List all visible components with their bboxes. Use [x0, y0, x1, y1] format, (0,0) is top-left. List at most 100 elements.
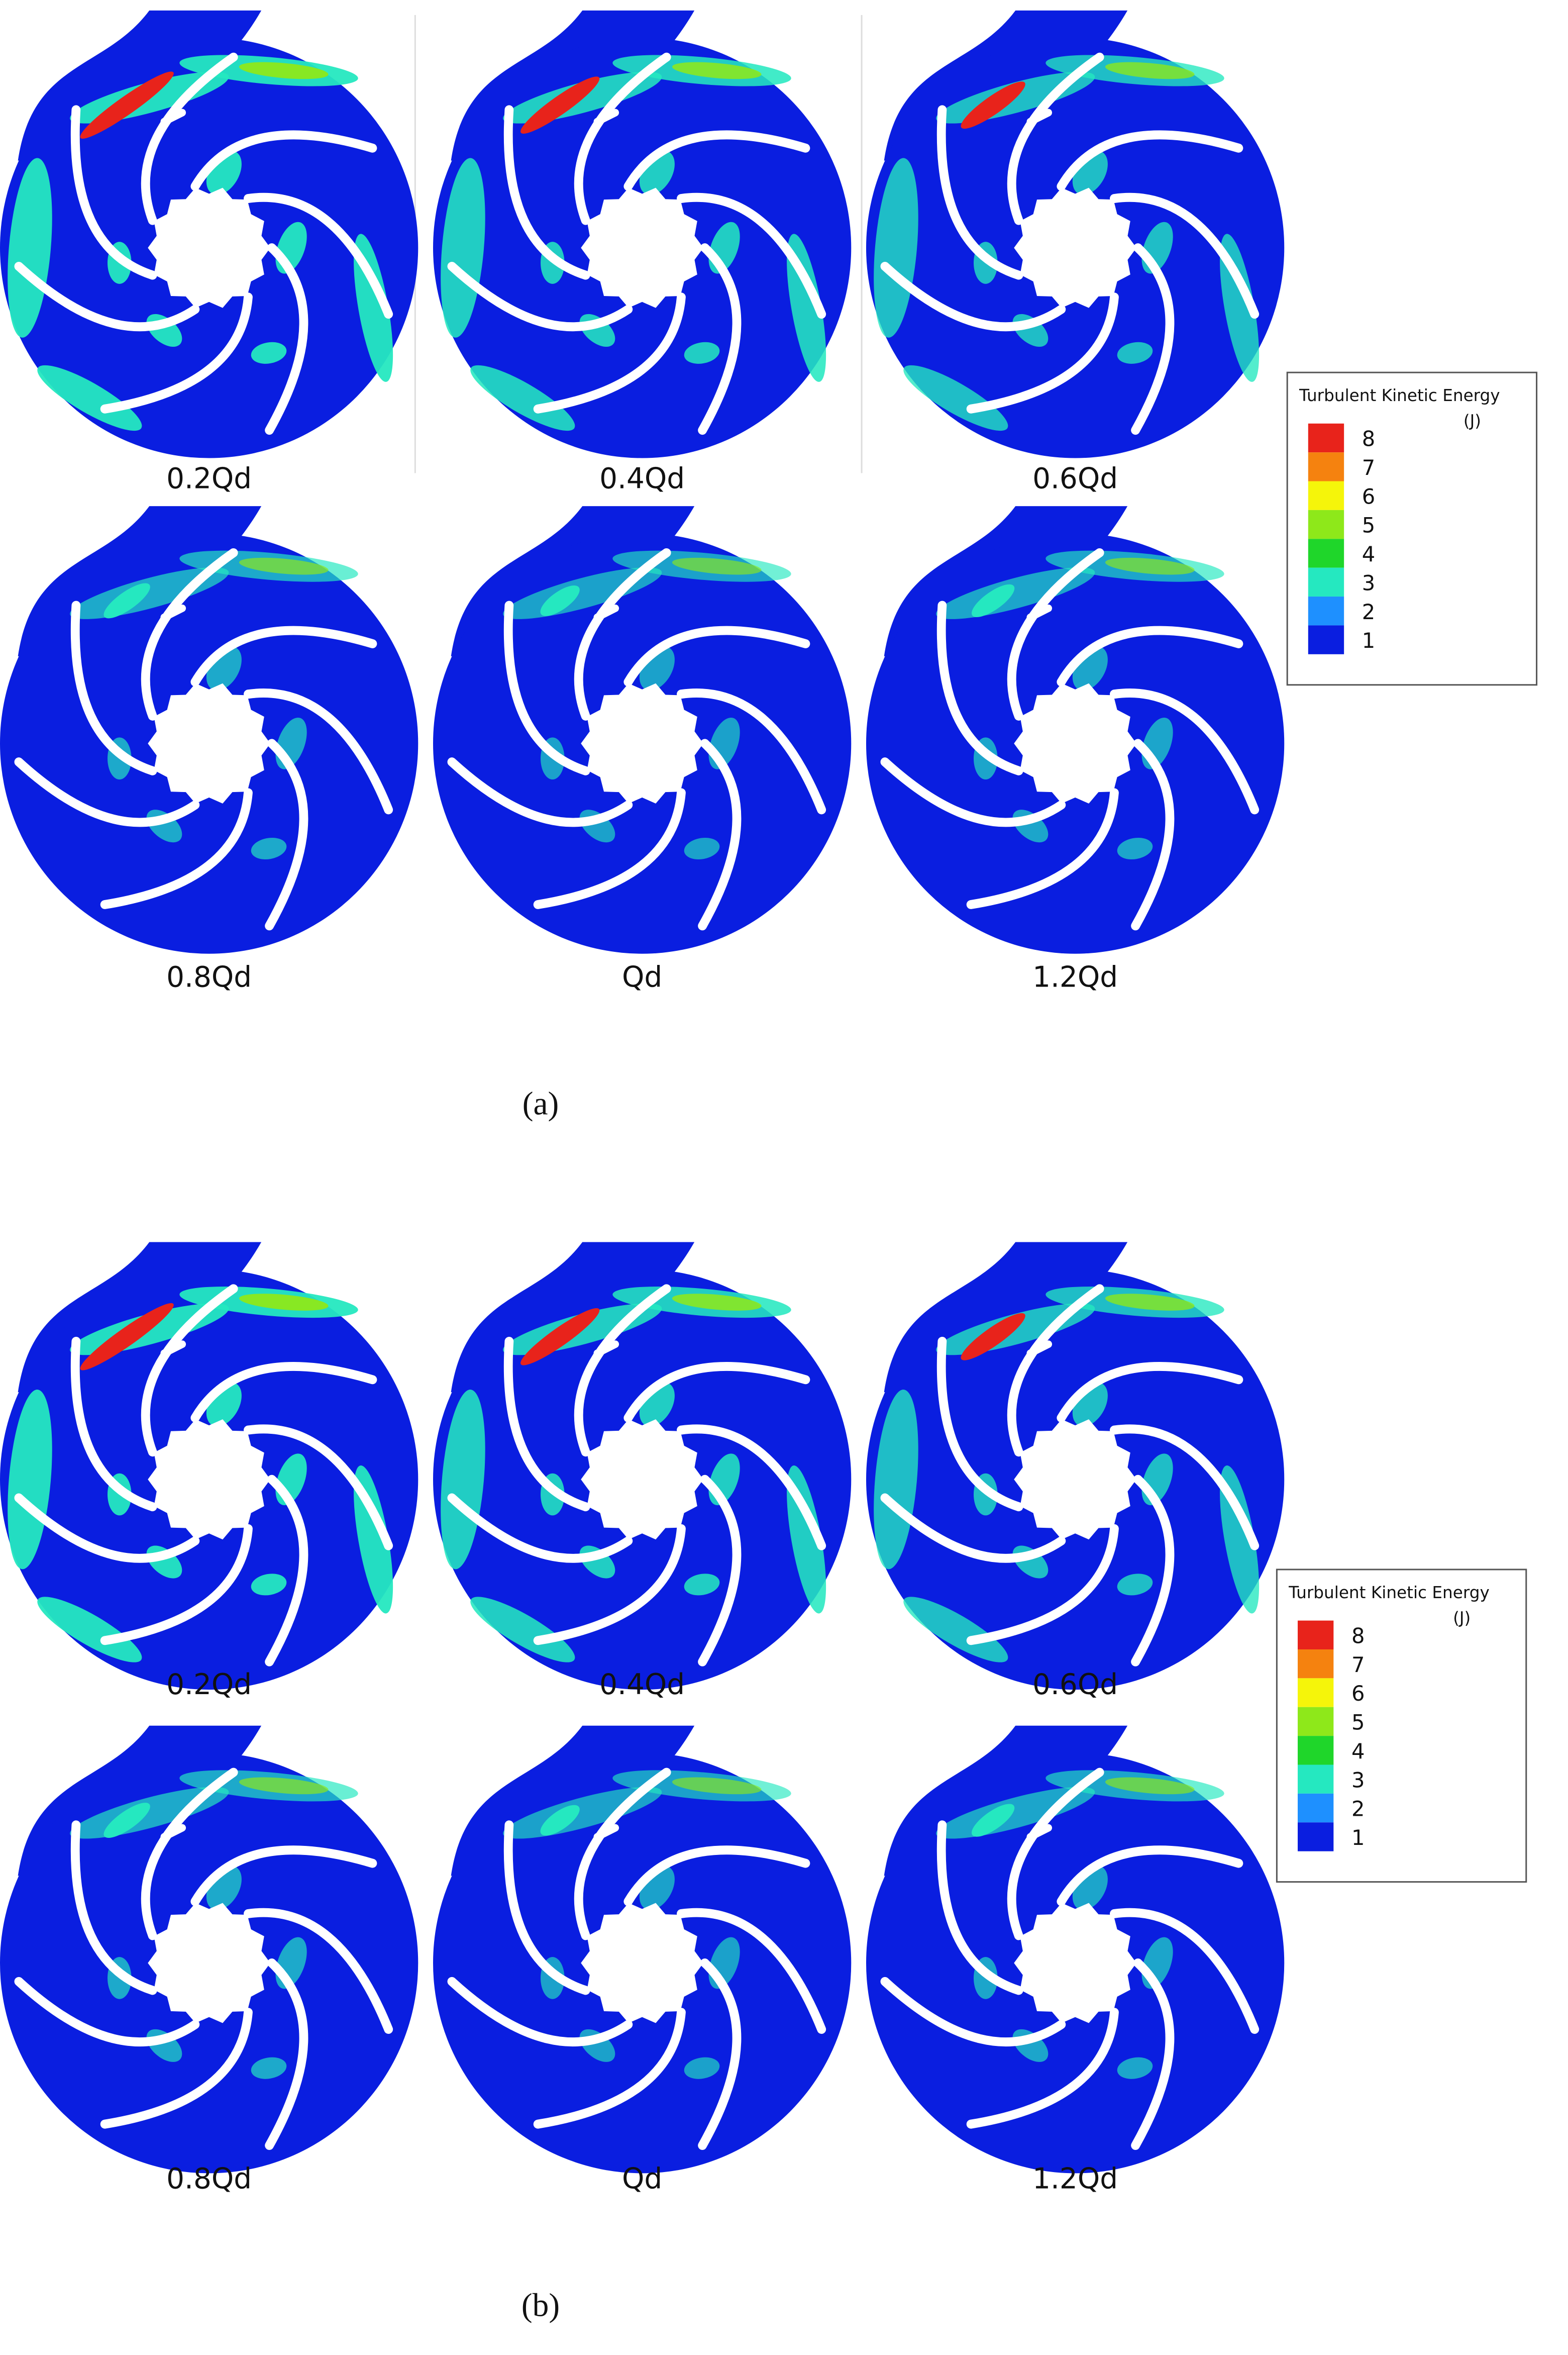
legend-level: 5 [1362, 513, 1375, 538]
tongue [593, 604, 619, 621]
pump-contour [866, 1242, 1285, 1690]
turbulence-region [470, 1597, 575, 1662]
legend-swatch [1297, 1707, 1334, 1736]
hub [581, 187, 703, 308]
turbulence-region [1117, 837, 1153, 860]
turbulence-region [903, 1597, 1008, 1662]
tongue [160, 109, 186, 126]
turbulence-region [684, 2057, 720, 2079]
pump-contour [433, 506, 852, 954]
blade [880, 261, 1066, 332]
blade [623, 130, 810, 191]
blade [533, 788, 686, 909]
turbulence-region [103, 583, 150, 619]
tongue [593, 1340, 619, 1357]
hub [148, 1419, 271, 1540]
legend-swatch [1297, 1736, 1334, 1765]
blade [14, 757, 200, 827]
turbulence-region [103, 1803, 150, 1838]
turbulence-region [672, 557, 762, 575]
panel-label: 0.6Qd [1032, 1668, 1118, 1701]
turbulence-region [971, 1804, 1015, 1837]
legend-level: 1 [1362, 628, 1375, 653]
turbulence-region [874, 158, 918, 338]
blade [623, 1361, 810, 1423]
blade [966, 2008, 1119, 2129]
panel-label: 0.4Qd [599, 462, 685, 495]
legend-level: 6 [1351, 1681, 1365, 1706]
tongue [160, 1340, 186, 1357]
legend-swatch [1308, 423, 1344, 453]
hub [1014, 187, 1136, 308]
hub [148, 683, 271, 804]
blade [265, 243, 308, 435]
turbulence-region [903, 365, 1008, 431]
legend-swatch [1297, 1793, 1334, 1823]
legend-level: 4 [1351, 1739, 1365, 1763]
hub [1014, 1903, 1136, 2023]
blade [447, 1493, 633, 1563]
blade [70, 601, 157, 775]
blade [100, 2008, 253, 2129]
blade [70, 1336, 157, 1512]
blade [141, 52, 238, 225]
blade [1057, 130, 1243, 191]
turbulence-region [1105, 62, 1195, 79]
panel-label: 0.2Qd [166, 1668, 252, 1701]
legend-level: 2 [1362, 600, 1375, 624]
legend-swatch [1308, 625, 1344, 654]
blade [447, 1977, 633, 2046]
blade [1057, 626, 1243, 686]
blade [533, 2008, 686, 2129]
turbulence-region [684, 342, 720, 364]
panel-label: Qd [622, 960, 662, 994]
blade [1007, 1768, 1104, 1940]
legend-swatch [1297, 1620, 1334, 1649]
blade [936, 105, 1023, 280]
blade [533, 292, 686, 414]
blade [190, 1845, 377, 1906]
legend-title: Turbulent Kinetic Energy [1288, 1583, 1490, 1602]
blade [244, 1424, 393, 1550]
pump-contour [866, 506, 1285, 954]
legend-swatch [1308, 597, 1344, 626]
turbulence-region [672, 1294, 762, 1311]
blade [14, 1493, 200, 1563]
turbulence-region [251, 2057, 287, 2079]
blade [100, 788, 253, 909]
legend-level: 5 [1351, 1710, 1365, 1734]
blade [141, 1284, 238, 1457]
turbulence-region [470, 365, 575, 431]
blade [966, 788, 1119, 909]
panel-label: 1.2Qd [1032, 960, 1118, 994]
blade [1057, 1361, 1243, 1423]
blade [265, 739, 308, 931]
legend-swatch [1297, 1678, 1334, 1707]
panel-label: Qd [622, 2162, 662, 2195]
blade [503, 1820, 590, 1995]
legend-level: 4 [1362, 542, 1375, 566]
blade [447, 757, 633, 827]
legend-swatch [1308, 539, 1344, 568]
hub [1014, 1419, 1136, 1540]
blade [574, 1768, 671, 1940]
turbulence-region [251, 1574, 287, 1596]
pump-contour [0, 506, 419, 954]
turbulence-region [8, 1390, 52, 1569]
turbulence-region [961, 1313, 1025, 1360]
pump-contour [0, 1725, 419, 2174]
blade [533, 1524, 686, 1645]
blade [880, 1977, 1066, 2046]
legend-level: 1 [1351, 1825, 1365, 1850]
blade [244, 689, 393, 815]
blade [1007, 1284, 1104, 1457]
tongue [160, 1824, 186, 1841]
blade [623, 626, 810, 686]
blade [100, 1524, 253, 1645]
blade [880, 1493, 1066, 1563]
turbulence-region [961, 81, 1025, 129]
blade [936, 1336, 1023, 1512]
tongue [1026, 1340, 1053, 1357]
blade [141, 548, 238, 721]
